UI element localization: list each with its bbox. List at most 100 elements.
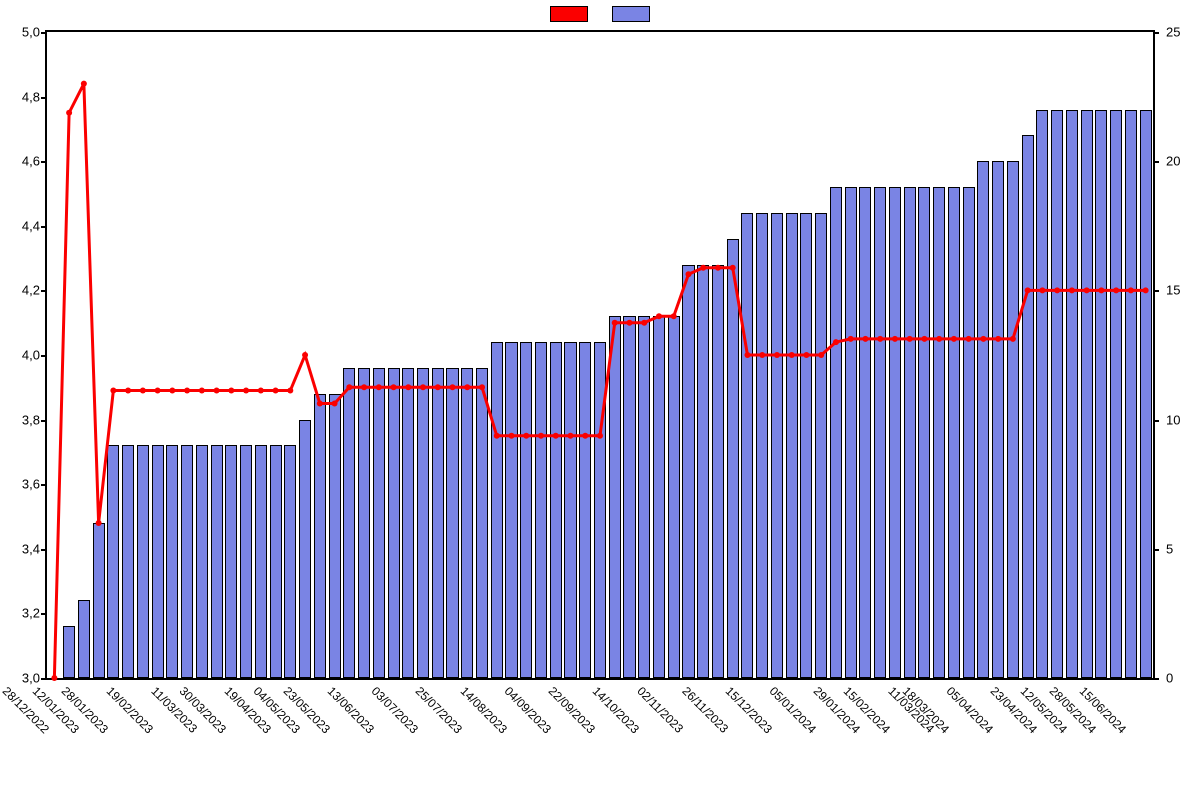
line-marker: [641, 320, 647, 326]
line-marker: [405, 384, 411, 390]
y1-tick-label: 3,8: [0, 412, 40, 427]
line-marker: [626, 320, 632, 326]
line-marker: [671, 313, 677, 319]
line-marker: [980, 336, 986, 342]
line-marker: [140, 388, 146, 394]
line-marker: [184, 388, 190, 394]
line-marker: [125, 388, 131, 394]
line-marker: [228, 388, 234, 394]
line-marker: [995, 336, 1001, 342]
line-marker: [774, 352, 780, 358]
line-marker: [1084, 287, 1090, 293]
y1-tick-label: 4,8: [0, 89, 40, 104]
line-marker: [744, 352, 750, 358]
line-marker: [612, 320, 618, 326]
line-marker: [51, 675, 57, 681]
line-marker: [538, 433, 544, 439]
y2-tick: [1153, 678, 1159, 680]
line-marker: [848, 336, 854, 342]
y2-tick-label: 10: [1166, 412, 1200, 427]
y2-tick: [1153, 32, 1159, 34]
line-marker: [1128, 287, 1134, 293]
y2-tick-label: 20: [1166, 154, 1200, 169]
line-marker: [273, 388, 279, 394]
line-marker: [951, 336, 957, 342]
y1-tick-label: 4,6: [0, 154, 40, 169]
line-marker: [685, 271, 691, 277]
line-marker: [597, 433, 603, 439]
y2-tick-label: 0: [1166, 671, 1200, 686]
legend-item-bar: [612, 5, 650, 23]
y1-tick: [41, 290, 47, 292]
line-marker: [582, 433, 588, 439]
line-marker: [1098, 287, 1104, 293]
y2-tick: [1153, 549, 1159, 551]
line-marker: [715, 265, 721, 271]
y1-tick: [41, 355, 47, 357]
x-tick-label: 02/11/2023: [635, 684, 687, 736]
y1-tick-label: 4,0: [0, 348, 40, 363]
y2-tick: [1153, 161, 1159, 163]
line-marker: [332, 400, 338, 406]
line-marker: [1039, 287, 1045, 293]
y1-tick: [41, 97, 47, 99]
x-axis-labels: 28/12/202212/01/202328/01/202319/02/2023…: [45, 682, 1155, 782]
y1-tick: [41, 420, 47, 422]
y2-tick-label: 15: [1166, 283, 1200, 298]
line-marker: [892, 336, 898, 342]
line-marker: [479, 384, 485, 390]
line-marker: [435, 384, 441, 390]
y1-tick-label: 3,0: [0, 671, 40, 686]
x-tick-label: 14/10/2023: [590, 684, 642, 736]
line-marker: [287, 388, 293, 394]
line-marker: [818, 352, 824, 358]
line-marker: [877, 336, 883, 342]
y1-tick: [41, 484, 47, 486]
line-marker: [523, 433, 529, 439]
y1-tick-label: 5,0: [0, 25, 40, 40]
line-marker: [258, 388, 264, 394]
y2-axis-labels: 0510152025: [1160, 30, 1200, 680]
y1-tick: [41, 678, 47, 680]
line-marker: [66, 110, 72, 116]
y1-tick: [41, 226, 47, 228]
legend: [0, 5, 1200, 23]
line-marker: [96, 520, 102, 526]
line-marker: [833, 339, 839, 345]
plot-area: [45, 30, 1155, 680]
line-marker: [110, 388, 116, 394]
line-marker: [553, 433, 559, 439]
y1-tick: [41, 161, 47, 163]
legend-item-line: [550, 5, 588, 23]
line-marker: [464, 384, 470, 390]
line-marker: [1113, 287, 1119, 293]
line-marker: [346, 384, 352, 390]
line-marker: [907, 336, 913, 342]
y1-tick: [41, 613, 47, 615]
line-marker: [361, 384, 367, 390]
y1-tick-label: 3,6: [0, 477, 40, 492]
y1-axis-labels: 3,03,23,43,63,84,04,24,44,64,85,0: [0, 30, 40, 680]
line-marker: [509, 433, 515, 439]
line-marker: [155, 388, 161, 394]
y2-tick-label: 25: [1166, 25, 1200, 40]
y1-tick: [41, 32, 47, 34]
line-marker: [1143, 287, 1149, 293]
line-marker: [81, 81, 87, 87]
line-marker: [317, 400, 323, 406]
legend-swatch-bar: [612, 6, 650, 22]
line-marker: [921, 336, 927, 342]
line-marker: [494, 433, 500, 439]
line-marker: [656, 313, 662, 319]
y1-tick-label: 4,4: [0, 218, 40, 233]
line-layer: [47, 32, 1153, 678]
line-marker: [936, 336, 942, 342]
line-marker: [568, 433, 574, 439]
line-marker: [376, 384, 382, 390]
legend-swatch-line: [550, 6, 588, 22]
line-marker: [1069, 287, 1075, 293]
line-marker: [803, 352, 809, 358]
line-marker: [862, 336, 868, 342]
x-tick-label: 14/08/2023: [457, 684, 509, 736]
line-marker: [966, 336, 972, 342]
